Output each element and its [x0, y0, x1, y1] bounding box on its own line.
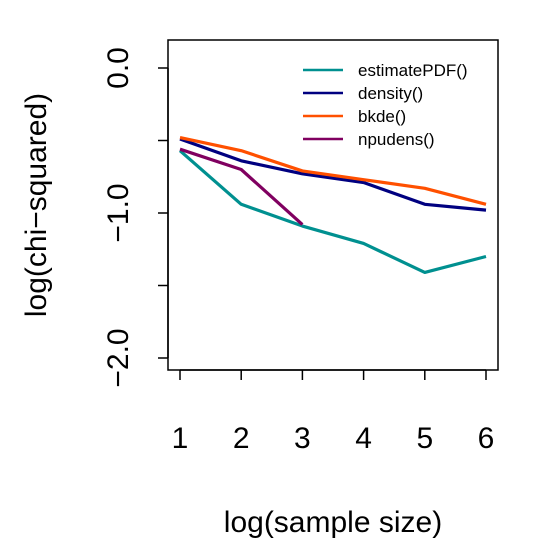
y-axis-label: log(chi−squared): [20, 93, 53, 317]
series-layer: [178, 136, 487, 275]
series-line-density: [179, 137, 487, 212]
legend-label: bkde(): [358, 107, 406, 126]
series-line-npudens: [179, 147, 304, 226]
x-tick-label: 6: [478, 422, 495, 455]
x-axis-label: log(sample size): [224, 506, 442, 539]
legend-label: density(): [358, 84, 423, 103]
y-tick-label: 0.0: [102, 47, 135, 89]
x-tick-label: 5: [416, 422, 433, 455]
x-axis: 1 2 3 4 5 6: [172, 369, 495, 455]
series-line-bkde: [179, 136, 487, 206]
y-tick-label: −1.0: [102, 183, 135, 242]
x-tick-label: 3: [294, 422, 311, 455]
x-tick-label: 1: [172, 422, 189, 455]
legend: estimatePDF() density() bkde() npudens(): [303, 61, 468, 149]
x-tick-label: 2: [233, 422, 250, 455]
y-tick-label: −2.0: [102, 328, 135, 387]
legend-label: estimatePDF(): [358, 61, 468, 80]
series-line-estimatepdf: [178, 149, 487, 275]
legend-label: npudens(): [358, 130, 435, 149]
y-axis: 0.0 −1.0 −2.0: [102, 47, 169, 388]
x-tick-label: 4: [355, 422, 372, 455]
